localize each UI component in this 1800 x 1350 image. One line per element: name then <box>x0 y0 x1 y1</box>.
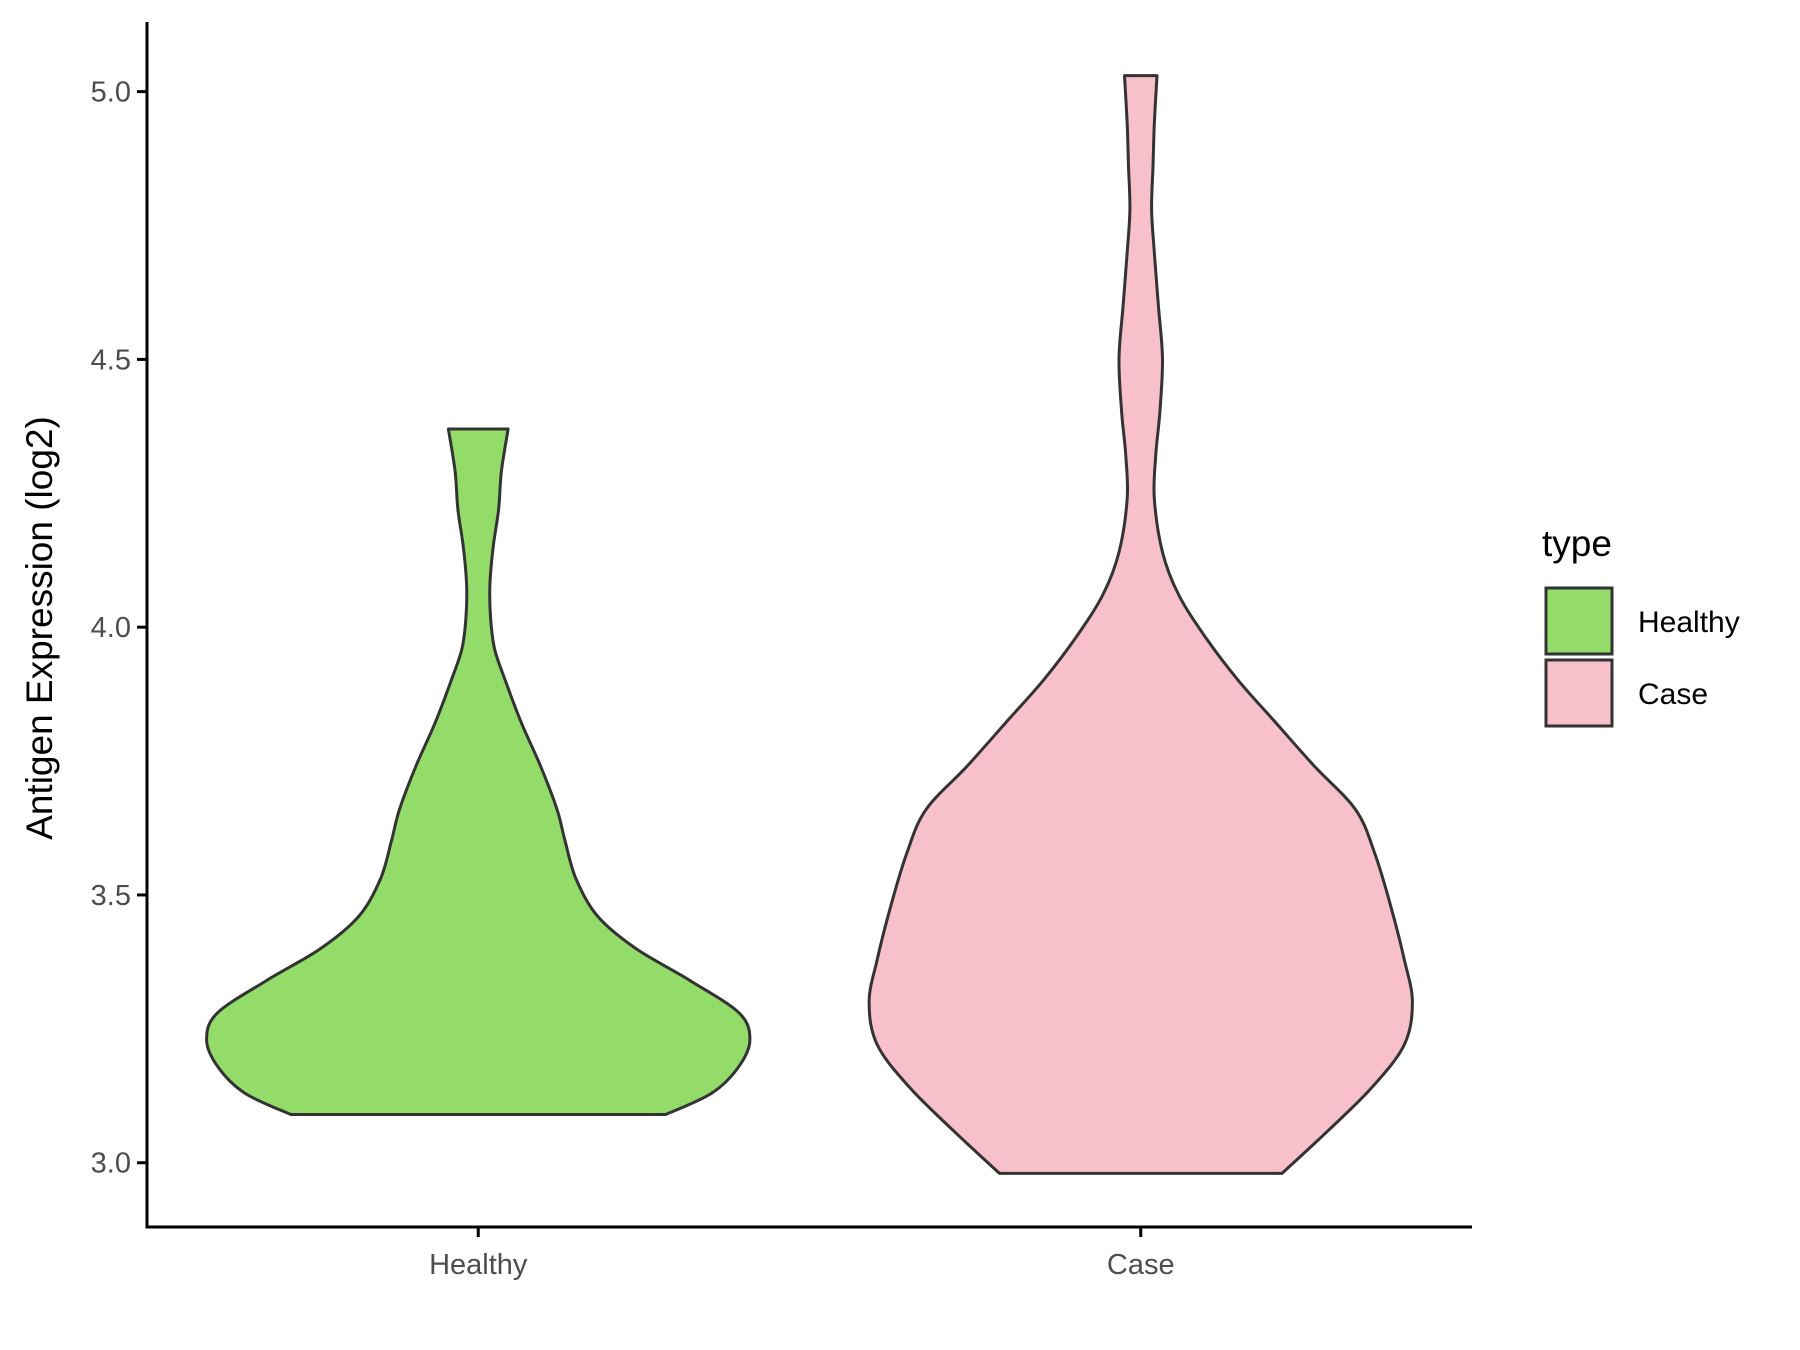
legend-label-case: Case <box>1638 678 1708 711</box>
legend-key-healthy <box>1544 586 1614 656</box>
y-tick-label: 3.5 <box>91 880 131 912</box>
y-tick-label: 3.0 <box>91 1148 131 1180</box>
y-tick-label: 4.5 <box>91 344 131 376</box>
legend-title: type <box>1542 523 1612 564</box>
x-axis-ticks: Healthy Case <box>429 1227 1175 1281</box>
violin-case <box>867 74 1414 1175</box>
legend-key-case <box>1544 658 1614 728</box>
violins-layer <box>205 74 1414 1175</box>
legend-label-healthy: Healthy <box>1638 606 1740 639</box>
legend: type Healthy Case <box>1542 523 1740 728</box>
y-tick-label: 5.0 <box>91 77 131 109</box>
violin-healthy <box>205 427 752 1116</box>
x-tick-label: Healthy <box>429 1249 528 1281</box>
y-tick-label: 4.0 <box>91 612 131 644</box>
y-axis-ticks: 3.0 3.5 4.0 4.5 5.0 <box>91 77 147 1180</box>
y-axis-title: Antigen Expression (log2) <box>19 416 60 840</box>
x-tick-label: Case <box>1107 1249 1175 1281</box>
